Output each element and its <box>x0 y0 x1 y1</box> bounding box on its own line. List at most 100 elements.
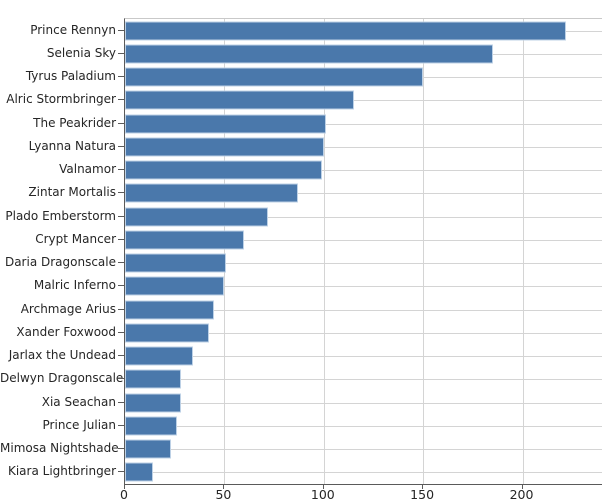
table-row <box>125 252 602 275</box>
vertical-gridline <box>224 19 226 484</box>
table-row <box>125 182 602 205</box>
category-label: Crypt Mancer <box>35 231 116 246</box>
y-tick <box>118 262 124 264</box>
y-tick <box>118 238 124 240</box>
category-label: Delwyn Dragonscale <box>0 371 124 386</box>
table-row <box>125 159 602 182</box>
table-row <box>125 135 602 158</box>
vertical-gridline <box>323 19 325 484</box>
horizontal-gridline <box>125 356 602 358</box>
x-tick <box>521 484 523 489</box>
category-label: Zintar Mortalis <box>28 185 116 200</box>
bar <box>125 137 324 157</box>
category-label: Lyanna Natura <box>28 138 116 153</box>
horizontal-gridline <box>125 193 602 195</box>
y-tick <box>118 355 124 357</box>
bar <box>125 439 171 459</box>
x-tick <box>422 484 424 489</box>
x-tick-label: 150 <box>410 487 435 502</box>
y-tick <box>118 52 124 54</box>
bar <box>125 462 153 482</box>
horizontal-gridline <box>125 216 602 218</box>
bar <box>125 346 193 366</box>
horizontal-gridline <box>125 472 602 474</box>
table-row <box>125 298 602 321</box>
bar <box>125 230 245 250</box>
category-label: Plado Emberstorm <box>5 208 116 223</box>
horizontal-gridline <box>125 239 602 241</box>
horizontal-gridline <box>125 379 602 381</box>
category-label: Mimosa Nightshade <box>0 441 119 456</box>
y-tick <box>118 471 124 473</box>
table-row <box>125 89 602 112</box>
bar <box>125 90 354 110</box>
x-tick <box>124 484 125 489</box>
horizontal-gridline <box>125 146 602 148</box>
category-label: Archmage Arius <box>20 301 116 316</box>
horizontal-gridline <box>125 263 602 265</box>
bar <box>125 276 225 296</box>
table-row <box>125 19 602 42</box>
bar <box>125 416 177 436</box>
table-row <box>125 112 602 135</box>
table-row <box>125 321 602 344</box>
bar <box>125 21 567 41</box>
category-label: Valnamor <box>59 162 116 177</box>
category-label: Prince Julian <box>42 417 116 432</box>
table-row <box>125 228 602 251</box>
table-row <box>125 275 602 298</box>
x-tick-label: 0 <box>120 487 128 502</box>
table-row <box>125 438 602 461</box>
y-tick <box>118 285 124 287</box>
table-row <box>125 66 602 89</box>
y-tick <box>118 424 124 426</box>
y-tick <box>118 308 124 310</box>
table-row <box>125 345 602 368</box>
table-row <box>125 391 602 414</box>
table-row <box>125 205 602 228</box>
category-label: Kiara Lightbringer <box>7 464 116 479</box>
horizontal-gridline <box>125 123 602 125</box>
category-label: Xia Seachan <box>41 394 116 409</box>
horizontal-gridline <box>125 170 602 172</box>
bar <box>125 253 227 273</box>
bar <box>125 183 298 203</box>
bar <box>125 369 181 389</box>
bar <box>125 67 424 87</box>
x-tick-label: 50 <box>215 487 232 502</box>
table-row <box>125 461 602 484</box>
category-label: Prince Rennyn <box>30 22 116 37</box>
y-tick <box>118 192 124 194</box>
vertical-gridline <box>423 19 425 484</box>
x-tick <box>223 484 225 489</box>
category-label: Alric Stormbringer <box>6 92 116 107</box>
horizontal-gridline <box>125 309 602 311</box>
bar <box>125 393 181 413</box>
horizontal-gridline <box>125 402 602 404</box>
y-tick <box>118 99 124 101</box>
y-tick <box>118 401 124 403</box>
y-tick <box>118 215 124 217</box>
x-tick-label: 100 <box>310 487 335 502</box>
horizontal-gridline <box>125 332 602 334</box>
bar <box>125 160 322 180</box>
plot-area <box>124 18 602 485</box>
category-label: Daria Dragonscale <box>4 255 116 270</box>
bar <box>125 207 269 227</box>
category-label: Malric Inferno <box>33 278 116 293</box>
x-tick <box>322 484 324 489</box>
horizontal-gridline <box>125 286 602 288</box>
table-row <box>125 42 602 65</box>
y-tick <box>118 145 124 147</box>
table-row <box>125 368 602 391</box>
x-tick-label: 200 <box>509 487 534 502</box>
y-tick <box>118 378 124 380</box>
bar <box>125 114 326 134</box>
table-row <box>125 414 602 437</box>
category-label: Tyrus Paladium <box>25 69 116 84</box>
vertical-gridline <box>522 19 524 484</box>
horizontal-gridline <box>125 100 602 102</box>
bar-rows <box>125 19 602 484</box>
y-tick <box>118 169 124 171</box>
